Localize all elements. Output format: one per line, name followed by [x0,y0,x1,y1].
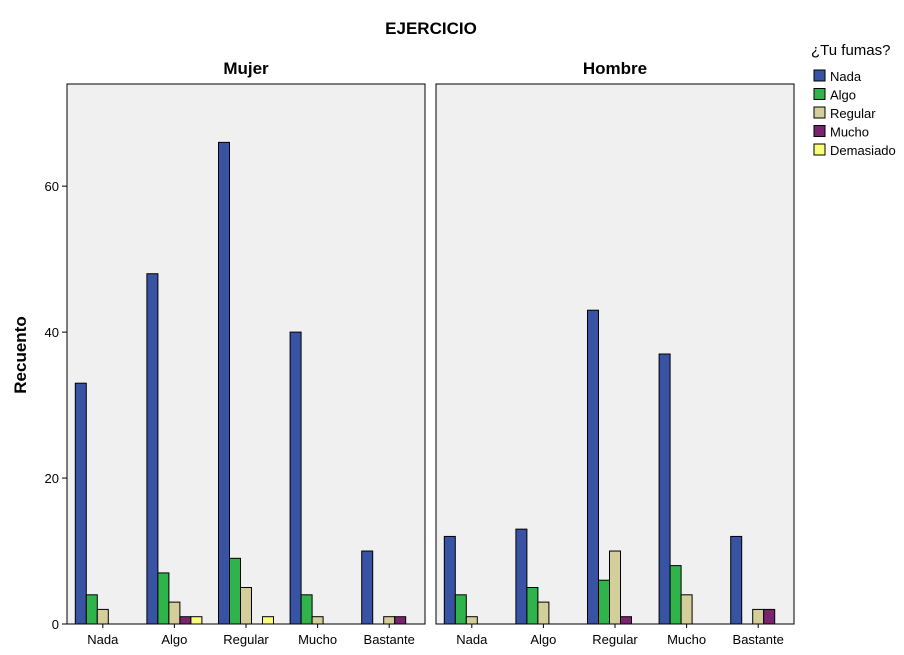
bar-hombre-mucho-regular [680,594,693,625]
legend: Nada Algo Regular Mucho Demasiado [813,69,896,158]
x-tick-label: Algo [161,632,187,647]
bar-hombre-nada-regular [465,616,478,625]
bar-mujer-regular-algo [229,557,241,625]
bar-hombre-bastante-nada [730,535,743,625]
bar-hombre-regular-mucho [620,616,632,625]
x-tick-label: Regular [592,632,638,647]
panel-frame-hombre [435,83,795,625]
bar-mujer-algo-demasiado [190,616,203,625]
panel-frame-mujer [66,83,426,625]
bar-mujer-regular-regular [240,587,252,625]
y-tick-label: 60 [45,179,59,194]
bar-hombre-bastante-mucho [763,608,776,625]
panel-title-mujer: Mujer [223,59,269,78]
legend-swatch-algo [813,88,826,100]
y-axis-label: Recuento [11,316,30,393]
bar-mujer-mucho-algo [300,594,313,625]
bar-mujer-bastante-mucho [394,616,407,625]
bar-mujer-algo-regular [168,601,181,625]
bar-mujer-nada-regular [96,608,109,625]
bar-mujer-algo-algo [157,572,170,625]
bar-hombre-algo-algo [526,587,539,625]
legend-label-algo: Algo [830,88,856,103]
legend-swatch-demasiado [813,143,826,156]
legend-label-mucho: Mucho [830,125,869,140]
bar-mujer-nada-nada [74,382,87,625]
y-tick-label: 20 [45,471,59,486]
legend-label-nada: Nada [830,69,862,84]
bar-hombre-mucho-algo [669,565,682,625]
bar-hombre-bastante-regular [752,608,765,625]
x-tick-label: Regular [223,632,269,647]
bar-hombre-nada-nada [443,535,456,625]
bar-hombre-regular-algo [598,579,610,625]
bar-hombre-algo-regular [537,601,550,625]
bar-mujer-regular-demasiado [262,616,274,625]
panel-title-hombre: Hombre [583,59,647,78]
bar-mujer-mucho-regular [311,616,324,625]
x-tick-label: Algo [530,632,556,647]
bar-hombre-nada-algo [454,594,467,625]
legend-label-demasiado: Demasiado [830,143,896,158]
bar-mujer-algo-mucho [179,616,192,625]
bar-mujer-mucho-nada [289,331,302,625]
x-tick-label: Bastante [733,632,784,647]
bar-mujer-nada-algo [85,594,98,625]
y-tick-label: 40 [45,325,59,340]
legend-label-regular: Regular [830,106,876,121]
x-tick-label: Nada [456,632,488,647]
bar-mujer-bastante-regular [383,616,396,625]
x-tick-label: Bastante [364,632,415,647]
bar-hombre-mucho-nada [658,353,671,625]
x-tick-label: Mucho [298,632,337,647]
legend-swatch-mucho [813,125,826,137]
bar-hombre-regular-regular [609,550,621,625]
x-tick-label: Mucho [667,632,706,647]
bar-mujer-algo-nada [146,273,159,625]
legend-swatch-regular [813,106,826,119]
legend-title: ¿Tu fumas? [811,42,890,59]
y-tick-label: 0 [52,617,59,632]
legend-swatch-nada [813,69,826,82]
x-tick-label: Nada [87,632,119,647]
bar-mujer-bastante-nada [361,550,374,625]
bar-hombre-algo-nada [515,528,528,625]
bar-mujer-regular-nada [218,141,230,625]
bar-hombre-regular-nada [587,309,599,625]
chart-title: EJERCICIO [385,19,477,38]
plot-layer: Mujer Nada Algo Regular Mucho Bastante Hombre N… [45,59,795,647]
